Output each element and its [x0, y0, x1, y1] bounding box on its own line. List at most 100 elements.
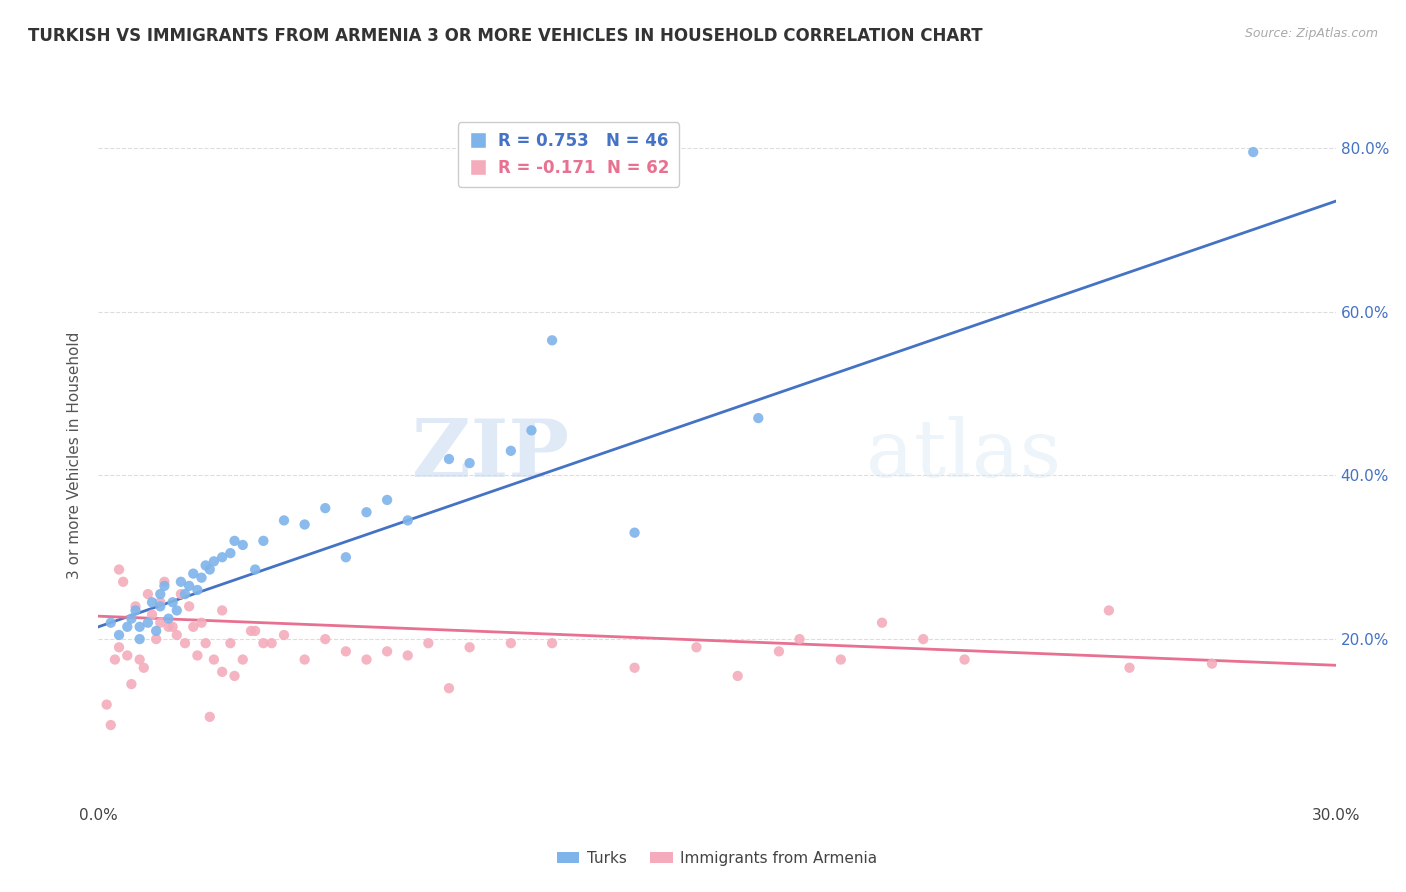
Point [314, 632, 336, 646]
Point [104, 652, 127, 666]
Point [153, 579, 176, 593]
Point [166, 603, 188, 617]
Text: ZIP: ZIP [412, 416, 568, 494]
Point [437, 681, 460, 696]
Point [437, 452, 460, 467]
Point [166, 628, 188, 642]
Point [499, 443, 522, 458]
Point [149, 599, 172, 614]
Point [294, 517, 316, 532]
Point [375, 644, 398, 658]
Point [174, 636, 197, 650]
Point [294, 652, 316, 666]
Point [396, 648, 419, 663]
Point [727, 669, 749, 683]
Point [541, 334, 564, 348]
Point [120, 612, 142, 626]
Point [356, 652, 378, 666]
Point [186, 648, 208, 663]
Point [520, 423, 543, 437]
Point [145, 624, 167, 638]
Y-axis label: 3 or more Vehicles in Household: 3 or more Vehicles in Household [67, 331, 83, 579]
Point [174, 587, 197, 601]
Text: atlas: atlas [866, 416, 1060, 494]
Point [136, 615, 159, 630]
Point [181, 620, 204, 634]
Point [499, 636, 522, 650]
Point [190, 615, 212, 630]
Point [243, 624, 266, 638]
Point [211, 665, 233, 679]
Point [747, 411, 769, 425]
Point [335, 550, 357, 565]
Point [240, 624, 263, 638]
Point [232, 652, 254, 666]
Point [458, 640, 481, 655]
Point [108, 640, 131, 655]
Text: TURKISH VS IMMIGRANTS FROM ARMENIA 3 OR MORE VEHICLES IN HOUSEHOLD CORRELATION C: TURKISH VS IMMIGRANTS FROM ARMENIA 3 OR … [28, 27, 983, 45]
Point [202, 652, 225, 666]
Point [458, 456, 481, 470]
Point [396, 513, 419, 527]
Point [157, 612, 180, 626]
Point [224, 669, 246, 683]
Point [1118, 661, 1140, 675]
Point [211, 603, 233, 617]
Point [162, 620, 184, 634]
Point [170, 574, 193, 589]
Point [273, 628, 295, 642]
Point [314, 501, 336, 516]
Point [211, 550, 233, 565]
Point [356, 505, 378, 519]
Point [252, 533, 274, 548]
Point [179, 579, 201, 593]
Point [132, 661, 155, 675]
Point [953, 652, 976, 666]
Point [252, 636, 274, 650]
Point [149, 587, 172, 601]
Point [153, 574, 176, 589]
Point [181, 566, 204, 581]
Point [623, 661, 645, 675]
Point [117, 620, 139, 634]
Point [179, 599, 201, 614]
Point [870, 615, 893, 630]
Point [117, 648, 139, 663]
Point [186, 582, 208, 597]
Point [136, 587, 159, 601]
Point [375, 492, 398, 507]
Point [170, 587, 193, 601]
Point [149, 595, 172, 609]
Point [108, 562, 131, 576]
Point [912, 632, 935, 646]
Point [128, 652, 150, 666]
Legend: Turks, Immigrants from Armenia: Turks, Immigrants from Armenia [550, 845, 884, 871]
Point [1241, 145, 1264, 159]
Point [623, 525, 645, 540]
Point [96, 698, 118, 712]
Point [149, 615, 172, 630]
Point [124, 599, 146, 614]
Point [194, 558, 217, 573]
Point [124, 603, 146, 617]
Point [141, 595, 163, 609]
Point [1098, 603, 1121, 617]
Point [830, 652, 852, 666]
Point [202, 554, 225, 568]
Point [219, 546, 242, 560]
Point [768, 644, 790, 658]
Point [141, 607, 163, 622]
Point [685, 640, 707, 655]
Point [108, 628, 131, 642]
Point [243, 562, 266, 576]
Point [418, 636, 440, 650]
Point [198, 562, 221, 576]
Point [232, 538, 254, 552]
Point [541, 636, 564, 650]
Point [219, 636, 242, 650]
Point [100, 718, 122, 732]
Point [190, 571, 212, 585]
Point [162, 595, 184, 609]
Point [157, 620, 180, 634]
Point [224, 533, 246, 548]
